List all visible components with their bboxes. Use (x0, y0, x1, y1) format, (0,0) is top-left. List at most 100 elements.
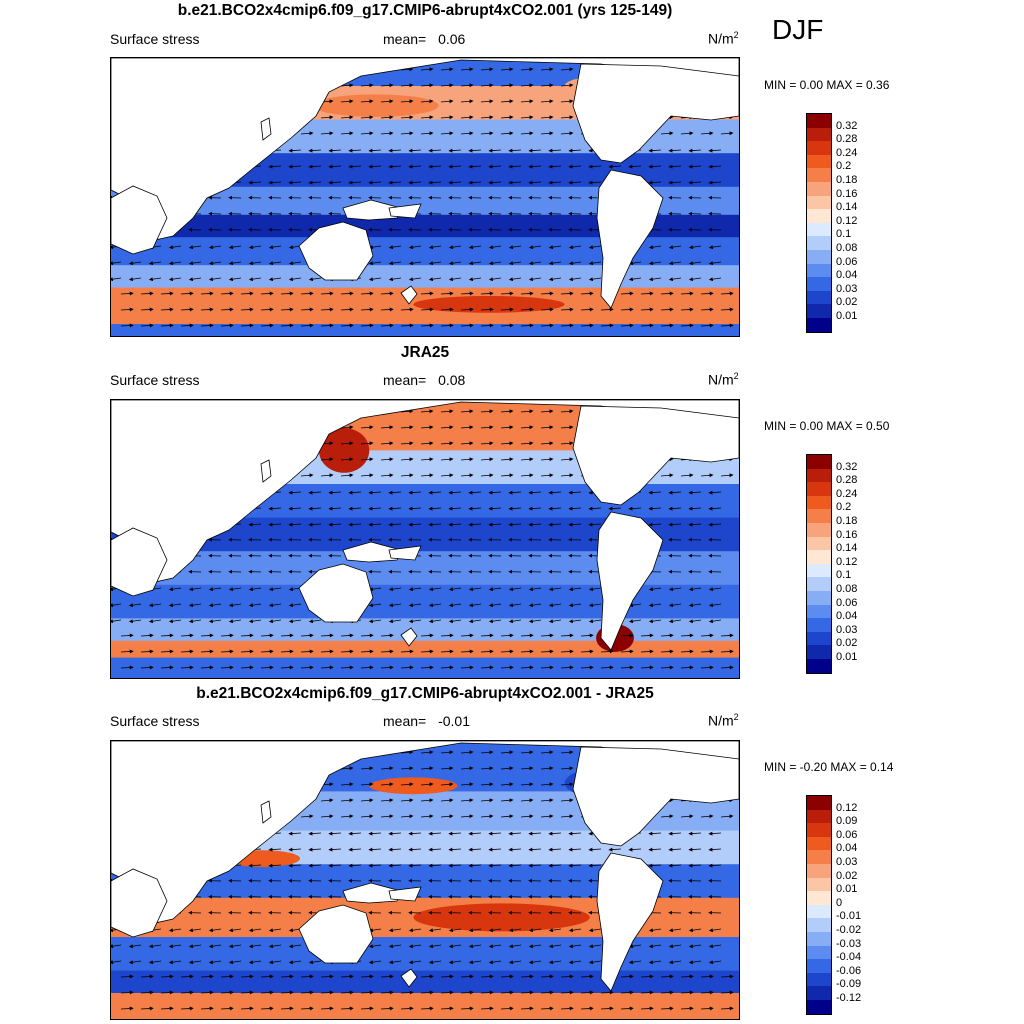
colorbar-segment (807, 222, 831, 237)
colorbar-tick-label: -0.04 (836, 951, 862, 964)
min-max-readout: MIN = 0.00 MAX = 0.36 (764, 78, 890, 92)
colorbar-segment (807, 290, 831, 305)
units-label: N/m2 (708, 30, 739, 47)
colorbar-tick-label: 0.04 (836, 269, 858, 282)
colorbar-tick-label: 0.2 (836, 501, 852, 514)
colorbar-tick-label: 0.01 (836, 883, 858, 896)
colorbar-segment (807, 590, 831, 605)
colorbar-tick-label: 0.1 (836, 569, 852, 582)
units-label: N/m2 (708, 371, 739, 388)
colorbar-segment (807, 999, 831, 1014)
colorbar-tick-label: 0.04 (836, 842, 858, 855)
variable-label: Surface stress (110, 31, 200, 47)
colorbar-tick-label: 0.06 (836, 255, 858, 268)
mean-label: mean= (383, 372, 427, 388)
colorbar-segment (807, 495, 831, 510)
mean-label: mean= (383, 713, 427, 729)
colorbar-tick-label: 0.24 (836, 487, 858, 500)
colorbar-tick-label: 0.02 (836, 296, 858, 309)
colorbar-tick-label: 0.32 (836, 119, 858, 132)
colorbar-segment (807, 618, 831, 632)
colorbar-tick-label: 0.02 (836, 869, 858, 882)
colorbar-segment (807, 931, 831, 946)
colorbar-segment (807, 277, 831, 291)
colorbar-tick-label: 0.08 (836, 583, 858, 595)
colorbar-segment (807, 550, 831, 564)
colorbar-segment (807, 114, 831, 128)
colorbar-segment (807, 127, 831, 142)
colorbar-tick-label: 0.02 (836, 637, 858, 650)
colorbar-tick-label: 0.01 (836, 310, 858, 322)
mean-readout: mean= 0.06 (383, 31, 465, 47)
colorbar-tick-label: 0.24 (836, 146, 858, 159)
colorbar-segment (807, 482, 831, 496)
colorbar-segment (807, 850, 831, 864)
colorbar-tick-label: -0.01 (836, 910, 862, 923)
colorbar-segment (807, 877, 831, 892)
colorbar-tick-label: 0.08 (836, 242, 858, 254)
land-masses (111, 741, 739, 992)
colorbar-tick-label: 0.32 (836, 460, 858, 473)
colorbar-tick-label: 0.03 (836, 623, 858, 636)
colorbar-segment (807, 195, 831, 210)
colorbar-segment (807, 959, 831, 973)
colorbar-segment (807, 986, 831, 1000)
colorbar-tick-label: 0.12 (836, 555, 858, 568)
colorbar-segment (807, 168, 831, 182)
colorbar-segment (807, 181, 831, 196)
mean-label: mean= (383, 31, 427, 47)
min-max-readout: MIN = -0.20 MAX = 0.14 (764, 760, 894, 774)
colorbar-segment (807, 796, 831, 810)
colorbar-model (806, 113, 832, 333)
colorbar-tick-label: 0.09 (836, 815, 858, 828)
colorbar-segment (807, 863, 831, 878)
colorbar-segment (807, 263, 831, 278)
colorbar-tick-label: 0.14 (836, 542, 858, 555)
units-label: N/m2 (708, 712, 739, 729)
colorbar-segment (807, 809, 831, 824)
panel-title-diff: b.e21.BCO2x4cmip6.f09_g17.CMIP6-abrupt4x… (196, 685, 654, 702)
colorbar-tick-label: -0.12 (836, 992, 862, 1004)
panel-title-obs: JRA25 (400, 344, 450, 361)
mean-readout: mean= 0.08 (383, 372, 465, 388)
colorbar-segment (807, 823, 831, 837)
land-masses (111, 400, 739, 651)
colorbar-segment (807, 918, 831, 932)
colorbar-tick-label: 0.03 (836, 282, 858, 295)
colorbar-tick-label: 0.14 (836, 201, 858, 214)
colorbar-tick-label: -0.03 (836, 937, 862, 950)
variable-label: Surface stress (110, 713, 200, 729)
colorbar-segment (807, 522, 831, 537)
colorbar-segment (807, 209, 831, 223)
mean-value: 0.06 (438, 31, 466, 47)
colorbar-segment (807, 945, 831, 960)
colorbar-segment (807, 891, 831, 905)
colorbar-tick-label: -0.09 (836, 978, 862, 991)
colorbar-difference (806, 795, 832, 1015)
colorbar-obs (806, 454, 832, 674)
colorbar-segment (807, 972, 831, 987)
colorbar-segment (807, 154, 831, 169)
colorbar-segment (807, 468, 831, 483)
season-label: DJF (772, 14, 824, 45)
colorbar-segment (807, 249, 831, 264)
colorbar-tick-label: -0.06 (836, 964, 862, 977)
colorbar-tick-label: 0.16 (836, 187, 858, 200)
colorbar-segment (807, 236, 831, 250)
colorbar-segment (807, 509, 831, 523)
colorbar-tick-label: 0.16 (836, 528, 858, 541)
panel-title-model: b.e21.BCO2x4cmip6.f09_g17.CMIP6-abrupt4x… (177, 2, 673, 19)
surface-stress-map-difference (110, 740, 740, 1020)
colorbar-tick-label: 0.28 (836, 474, 858, 487)
colorbar-tick-label: 0.01 (836, 651, 858, 663)
mean-value: -0.01 (438, 713, 471, 729)
colorbar-segment (807, 141, 831, 155)
colorbar-segment (807, 455, 831, 469)
mean-readout: mean= -0.01 (383, 713, 470, 729)
colorbar-segment (807, 645, 831, 659)
colorbar-segment (807, 317, 831, 332)
colorbar-segment (807, 836, 831, 851)
colorbar-tick-label: 0.18 (836, 174, 858, 186)
colorbar-segment (807, 536, 831, 551)
colorbar-tick-label: 0 (836, 896, 843, 909)
